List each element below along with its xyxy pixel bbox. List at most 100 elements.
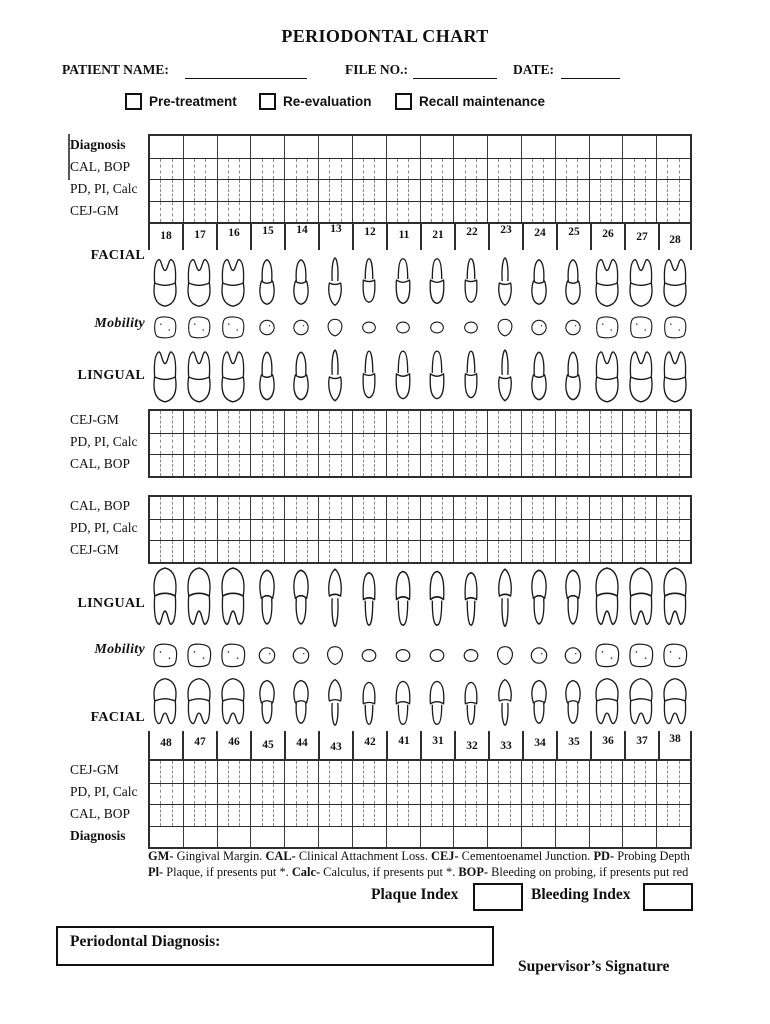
grid-cell[interactable] [295, 497, 307, 519]
grid-cell[interactable] [678, 541, 690, 562]
grid-cell[interactable] [160, 805, 171, 826]
grid-cell[interactable] [272, 201, 284, 222]
grid-cell[interactable] [599, 433, 611, 454]
grid-cell[interactable] [306, 455, 318, 476]
grid-cell[interactable] [150, 455, 160, 476]
grid-cell[interactable] [150, 541, 160, 562]
grid-cell[interactable] [611, 805, 622, 826]
grid-cell[interactable] [430, 201, 442, 222]
grid-cell[interactable] [475, 761, 487, 783]
grid-cell[interactable] [340, 180, 352, 201]
grid-cell[interactable] [205, 541, 216, 562]
grid-cell[interactable] [623, 411, 633, 433]
grid-cell[interactable] [285, 136, 318, 158]
grid-cell[interactable] [421, 541, 431, 562]
grid-cell[interactable] [556, 136, 589, 158]
grid-cell[interactable] [454, 784, 464, 805]
grid-cell[interactable] [387, 827, 420, 848]
checkbox-item-re-evaluation[interactable]: Re-evaluation [259, 92, 372, 110]
grid-cell[interactable] [306, 201, 318, 222]
grid-cell[interactable] [353, 136, 386, 158]
grid-cell[interactable] [421, 136, 454, 158]
grid-cell[interactable] [454, 434, 464, 455]
grid-cell[interactable] [340, 433, 352, 454]
grid-cell[interactable] [205, 519, 216, 540]
grid-cell[interactable] [543, 201, 554, 222]
grid-cell[interactable] [509, 761, 521, 783]
grid-cell[interactable] [272, 411, 284, 433]
grid-cell[interactable] [590, 434, 600, 455]
grid-cell[interactable] [464, 805, 476, 826]
grid-cell[interactable] [295, 201, 307, 222]
grid-cell[interactable] [488, 541, 498, 562]
grid-cell[interactable] [611, 761, 622, 783]
grid-cell[interactable] [184, 520, 194, 541]
grid-cell[interactable] [599, 805, 611, 826]
grid-cell[interactable] [227, 433, 239, 454]
grid-cell[interactable] [678, 201, 690, 222]
grid-cell[interactable] [340, 805, 352, 826]
grid-cell[interactable] [184, 434, 194, 455]
grid-cell[interactable] [218, 805, 228, 826]
grid-cell[interactable] [590, 159, 600, 180]
grid-cell[interactable] [239, 761, 250, 783]
grid-cell[interactable] [184, 761, 194, 783]
grid-cell[interactable] [430, 433, 442, 454]
grid-cell[interactable] [329, 455, 340, 476]
recall-maintenance-checkbox[interactable] [395, 92, 412, 110]
grid-cell[interactable] [599, 411, 611, 433]
grid-cell[interactable] [194, 433, 205, 454]
grid-cell[interactable] [454, 827, 487, 848]
grid-cell[interactable] [488, 411, 498, 433]
grid-cell[interactable] [633, 433, 645, 454]
grid-cell[interactable] [340, 158, 352, 179]
grid-cell[interactable] [442, 805, 453, 826]
grid-cell[interactable] [261, 761, 273, 783]
grid-cell[interactable] [387, 761, 397, 783]
checkbox-item-pre-treatment[interactable]: Pre-treatment [125, 92, 237, 110]
grid-cell[interactable] [611, 497, 622, 519]
grid-cell[interactable] [475, 541, 487, 562]
grid-cell[interactable] [454, 159, 464, 180]
grid-cell[interactable] [329, 783, 340, 804]
grid-cell[interactable] [532, 761, 543, 783]
grid-cell[interactable] [251, 497, 261, 519]
grid-cell[interactable] [498, 497, 509, 519]
grid-cell[interactable] [374, 519, 385, 540]
grid-cell[interactable] [363, 761, 374, 783]
grid-cell[interactable] [387, 520, 397, 541]
grid-cell[interactable] [498, 455, 509, 476]
grid-cell[interactable] [340, 761, 352, 783]
grid-cell[interactable] [285, 202, 295, 223]
grid-cell[interactable] [509, 497, 521, 519]
grid-cell[interactable] [272, 497, 284, 519]
grid-cell[interactable] [227, 180, 239, 201]
grid-cell[interactable] [464, 201, 476, 222]
grid-cell[interactable] [184, 541, 194, 562]
grid-cell[interactable] [611, 201, 622, 222]
grid-cell[interactable] [566, 783, 577, 804]
grid-cell[interactable] [184, 159, 194, 180]
grid-cell[interactable] [599, 783, 611, 804]
grid-cell[interactable] [667, 541, 678, 562]
grid-cell[interactable] [387, 136, 420, 158]
grid-cell[interactable] [218, 784, 228, 805]
grid-cell[interactable] [644, 201, 656, 222]
periodontal-diagnosis-box[interactable]: Periodontal Diagnosis: [56, 926, 494, 966]
grid-cell[interactable] [184, 497, 194, 519]
grid-cell[interactable] [611, 158, 622, 179]
grid-cell[interactable] [657, 827, 690, 848]
grid-cell[interactable] [475, 180, 487, 201]
grid-cell[interactable] [184, 827, 217, 848]
grid-cell[interactable] [353, 761, 363, 783]
grid-cell[interactable] [374, 761, 385, 783]
grid-cell[interactable] [442, 158, 453, 179]
grid-cell[interactable] [205, 411, 216, 433]
grid-cell[interactable] [454, 497, 464, 519]
grid-cell[interactable] [633, 411, 645, 433]
grid-cell[interactable] [623, 541, 633, 562]
grid-cell[interactable] [577, 411, 588, 433]
grid-cell[interactable] [329, 411, 340, 433]
grid-cell[interactable] [251, 827, 284, 848]
grid-cell[interactable] [218, 180, 228, 201]
